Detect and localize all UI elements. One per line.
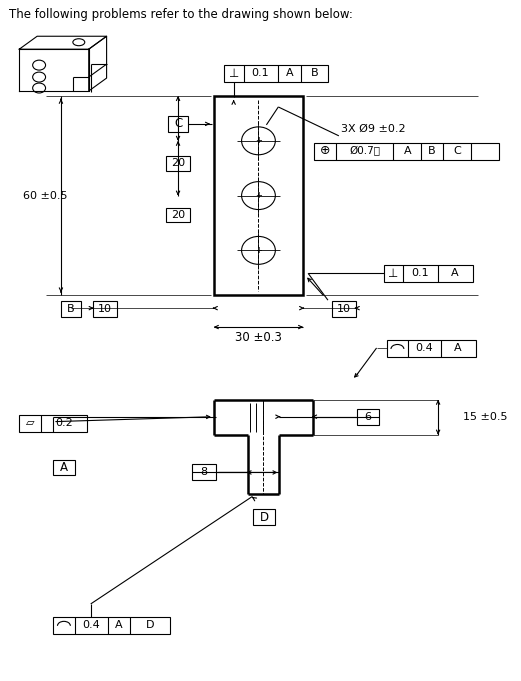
Bar (192, 464, 216, 480)
Text: +: + (255, 246, 262, 255)
Bar (53, 617, 170, 634)
Bar (61, 301, 81, 317)
Text: ⊕: ⊕ (320, 144, 330, 157)
Text: A: A (454, 343, 462, 353)
Bar (332, 301, 356, 317)
Bar (166, 156, 190, 171)
Bar (166, 208, 190, 223)
Bar (254, 509, 275, 525)
Bar (224, 65, 328, 82)
Text: ▱: ▱ (26, 417, 34, 428)
Text: 6: 6 (364, 412, 371, 422)
Text: 0.2: 0.2 (55, 417, 73, 428)
Bar (383, 266, 473, 282)
Text: ⊥: ⊥ (388, 267, 399, 280)
Bar (214, 96, 303, 295)
Bar (168, 116, 188, 132)
Text: 8: 8 (200, 467, 207, 477)
Text: Ø0.7Ⓜ: Ø0.7Ⓜ (349, 146, 380, 156)
Text: +: + (255, 191, 262, 200)
Text: 0.1: 0.1 (252, 68, 269, 78)
Text: C: C (174, 117, 182, 130)
Text: 30 ±0.3: 30 ±0.3 (235, 330, 282, 343)
Text: 10: 10 (97, 304, 111, 314)
Text: The following problems refer to the drawing shown below:: The following problems refer to the draw… (9, 8, 353, 21)
Text: A: A (60, 461, 68, 474)
Text: D: D (260, 511, 269, 524)
Text: A: A (404, 146, 411, 156)
Bar (53, 460, 75, 475)
Text: 3X Ø9 ±0.2: 3X Ø9 ±0.2 (341, 124, 405, 134)
Bar (19, 415, 87, 432)
Bar (357, 409, 379, 425)
Text: 20: 20 (171, 210, 185, 219)
Text: 0.4: 0.4 (415, 343, 433, 353)
Text: B: B (67, 304, 75, 314)
Text: A: A (115, 620, 122, 630)
Text: C: C (453, 146, 461, 156)
Text: 0.4: 0.4 (82, 620, 100, 630)
Text: 10: 10 (337, 304, 351, 314)
Text: 0.1: 0.1 (412, 268, 429, 279)
Text: 20: 20 (171, 158, 185, 168)
Text: A: A (451, 268, 459, 279)
Text: 60 ±0.5: 60 ±0.5 (23, 191, 67, 201)
Text: ⊥: ⊥ (229, 67, 239, 80)
Bar (314, 143, 499, 160)
Text: B: B (311, 68, 319, 78)
Text: B: B (428, 146, 436, 156)
Text: 15 ±0.5: 15 ±0.5 (463, 412, 507, 422)
Bar (93, 301, 117, 317)
Text: +: + (255, 136, 262, 145)
Bar (387, 340, 476, 357)
Text: D: D (146, 620, 155, 630)
Text: A: A (286, 68, 293, 78)
